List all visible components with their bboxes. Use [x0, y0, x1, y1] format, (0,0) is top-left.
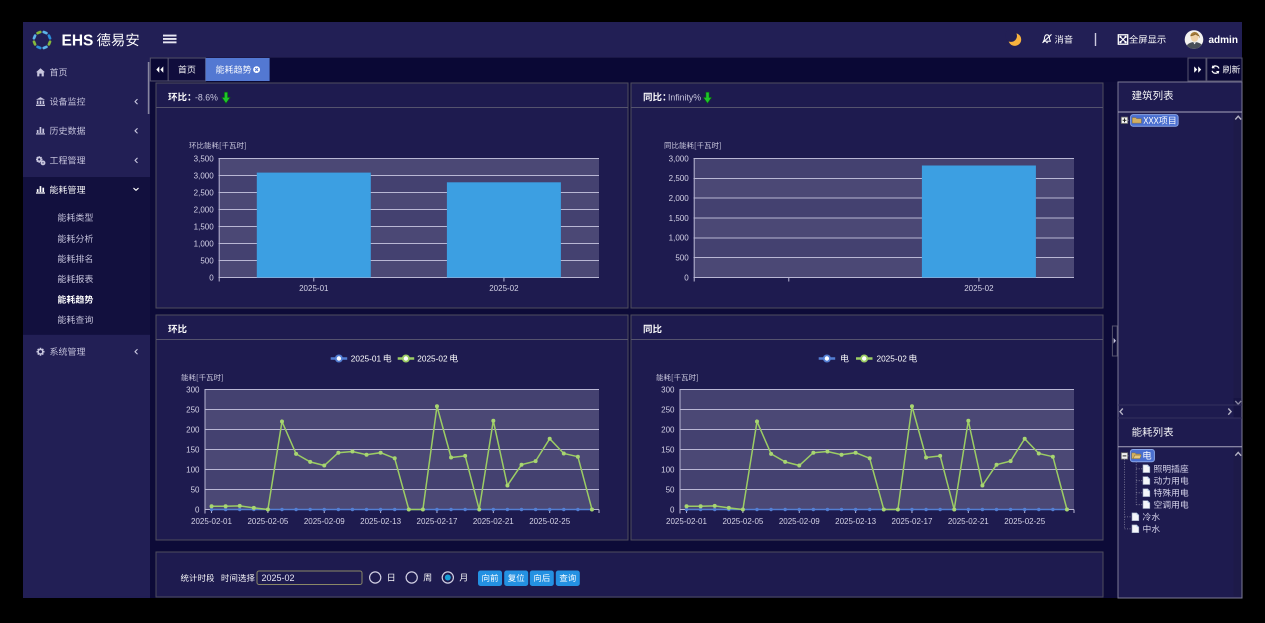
svg-text:2025-02-01: 2025-02-01 — [666, 517, 707, 526]
svg-text:0: 0 — [195, 505, 200, 514]
svg-text:3,000: 3,000 — [194, 171, 215, 180]
svg-text:300: 300 — [186, 385, 200, 394]
svg-text:150: 150 — [186, 445, 200, 454]
svg-text:200: 200 — [661, 425, 675, 434]
svg-text:2025-02-13: 2025-02-13 — [360, 517, 401, 526]
svg-text:0: 0 — [684, 273, 689, 282]
svg-text:3,000: 3,000 — [669, 154, 690, 163]
svg-text:EHS: EHS — [62, 33, 94, 50]
svg-text:2025-02-25: 2025-02-25 — [529, 517, 570, 526]
svg-text:2025-02-05: 2025-02-05 — [722, 517, 763, 526]
svg-text:3,500: 3,500 — [194, 154, 215, 163]
svg-text:500: 500 — [200, 256, 214, 265]
svg-text:2025-02-17: 2025-02-17 — [417, 517, 458, 526]
svg-text:0: 0 — [670, 505, 675, 514]
svg-text:250: 250 — [661, 405, 675, 414]
svg-text:-8.6%: -8.6% — [195, 93, 218, 103]
svg-text:0: 0 — [209, 273, 214, 282]
svg-text:2,000: 2,000 — [669, 194, 690, 203]
svg-text:2025-01: 2025-01 — [299, 284, 329, 293]
svg-text:admin: admin — [1209, 35, 1238, 46]
svg-text:2025-02-01: 2025-02-01 — [191, 517, 232, 526]
svg-text:100: 100 — [661, 465, 675, 474]
svg-text:2,500: 2,500 — [194, 188, 215, 197]
svg-text:2025-01: 2025-01 — [351, 355, 382, 364]
svg-text:50: 50 — [191, 485, 200, 494]
svg-text:1,500: 1,500 — [669, 214, 690, 223]
svg-text:2025-02-21: 2025-02-21 — [473, 517, 514, 526]
svg-text:Infinity%: Infinity% — [668, 93, 701, 103]
svg-text:2025-02-05: 2025-02-05 — [247, 517, 288, 526]
svg-text:2025-02: 2025-02 — [877, 355, 908, 364]
svg-text:2025-02-09: 2025-02-09 — [304, 517, 345, 526]
svg-text:200: 200 — [186, 425, 200, 434]
svg-text:100: 100 — [186, 465, 200, 474]
svg-text:2025-02-17: 2025-02-17 — [892, 517, 933, 526]
svg-text:2025-02: 2025-02 — [417, 355, 448, 364]
svg-text:2025-02-09: 2025-02-09 — [779, 517, 820, 526]
svg-text:2025-02: 2025-02 — [964, 284, 994, 293]
svg-text:1,500: 1,500 — [194, 222, 215, 231]
svg-text:2025-02-13: 2025-02-13 — [835, 517, 876, 526]
svg-text:2025-02: 2025-02 — [262, 573, 295, 583]
svg-text:250: 250 — [186, 405, 200, 414]
svg-text:2025-02-25: 2025-02-25 — [1004, 517, 1045, 526]
svg-text:2025-02-21: 2025-02-21 — [948, 517, 989, 526]
svg-text:2,500: 2,500 — [669, 174, 690, 183]
svg-text:300: 300 — [661, 385, 675, 394]
svg-text:2,000: 2,000 — [194, 205, 215, 214]
svg-text:50: 50 — [666, 485, 675, 494]
svg-text:500: 500 — [675, 254, 689, 263]
svg-text:2025-02: 2025-02 — [489, 284, 519, 293]
svg-text:1,000: 1,000 — [194, 239, 215, 248]
svg-text:1,000: 1,000 — [669, 234, 690, 243]
svg-text:150: 150 — [661, 445, 675, 454]
